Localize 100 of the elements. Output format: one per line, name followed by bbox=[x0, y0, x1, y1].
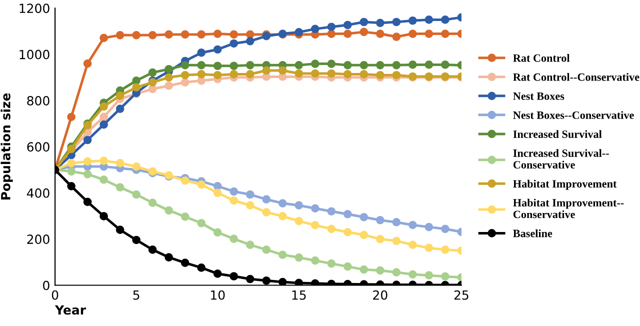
point bbox=[278, 199, 287, 208]
point bbox=[100, 212, 108, 220]
point bbox=[327, 22, 336, 32]
legend-label: Nest Boxes bbox=[513, 92, 564, 100]
point bbox=[424, 222, 434, 232]
point bbox=[148, 198, 157, 207]
x-tick-label: 10 bbox=[211, 290, 225, 300]
point bbox=[230, 234, 238, 244]
point bbox=[327, 224, 336, 234]
point bbox=[360, 61, 368, 70]
point bbox=[360, 18, 368, 26]
point bbox=[392, 268, 401, 276]
point bbox=[424, 60, 434, 69]
point bbox=[441, 246, 450, 254]
point bbox=[441, 272, 450, 281]
point bbox=[343, 20, 352, 30]
point bbox=[180, 212, 190, 221]
point bbox=[392, 32, 401, 41]
point bbox=[230, 30, 238, 39]
point bbox=[230, 196, 238, 205]
point bbox=[132, 83, 140, 92]
point bbox=[392, 18, 401, 26]
point bbox=[294, 201, 304, 210]
point bbox=[116, 31, 124, 40]
point bbox=[100, 34, 108, 42]
point bbox=[408, 30, 417, 38]
point bbox=[213, 30, 222, 38]
point bbox=[424, 16, 434, 24]
point bbox=[180, 30, 190, 39]
point bbox=[230, 70, 238, 78]
point bbox=[116, 104, 124, 113]
point bbox=[392, 70, 401, 80]
point bbox=[262, 195, 271, 204]
point bbox=[164, 82, 173, 90]
point bbox=[246, 30, 254, 39]
point bbox=[116, 92, 124, 100]
point bbox=[294, 61, 304, 70]
y-tick-label: 800 bbox=[27, 96, 50, 106]
point bbox=[262, 246, 271, 254]
point bbox=[376, 216, 384, 224]
point bbox=[294, 216, 304, 226]
point bbox=[343, 210, 352, 218]
point bbox=[67, 167, 76, 176]
point bbox=[408, 240, 417, 250]
x-tick-label: 20 bbox=[373, 290, 388, 300]
point bbox=[246, 201, 254, 210]
legend-label: Increased Survival--Conservative bbox=[513, 149, 609, 169]
point bbox=[246, 61, 254, 70]
point bbox=[360, 28, 368, 36]
point bbox=[246, 190, 254, 199]
point bbox=[197, 180, 206, 189]
point bbox=[83, 59, 92, 68]
point bbox=[148, 68, 157, 77]
point bbox=[213, 188, 222, 198]
point bbox=[424, 271, 434, 280]
point bbox=[230, 272, 238, 280]
point bbox=[148, 31, 157, 40]
point bbox=[392, 218, 401, 226]
legend-label: Habitat Improvement--Conservative bbox=[513, 198, 624, 218]
point bbox=[376, 70, 384, 80]
point bbox=[262, 66, 271, 75]
point bbox=[310, 69, 320, 78]
point bbox=[83, 198, 92, 206]
point bbox=[83, 136, 92, 144]
point bbox=[164, 64, 173, 74]
point bbox=[132, 236, 140, 244]
point bbox=[100, 176, 108, 184]
legend-label: Rat Control bbox=[513, 54, 570, 62]
point bbox=[213, 182, 222, 190]
point bbox=[310, 256, 320, 265]
point bbox=[343, 262, 352, 271]
point bbox=[262, 208, 271, 216]
point bbox=[164, 30, 173, 39]
point bbox=[197, 48, 206, 57]
point bbox=[180, 258, 190, 268]
point bbox=[278, 278, 287, 286]
point bbox=[327, 207, 336, 216]
point bbox=[83, 157, 92, 166]
point bbox=[424, 30, 434, 38]
point bbox=[116, 183, 124, 192]
point bbox=[343, 30, 352, 38]
point bbox=[213, 270, 222, 278]
point bbox=[67, 182, 76, 190]
point bbox=[343, 228, 352, 236]
point bbox=[278, 250, 287, 259]
point bbox=[246, 274, 254, 284]
point bbox=[164, 206, 173, 215]
x-tick-label: 15 bbox=[292, 290, 306, 300]
point bbox=[441, 60, 450, 69]
point bbox=[327, 30, 336, 38]
point bbox=[310, 24, 320, 34]
point bbox=[408, 220, 417, 230]
point bbox=[180, 78, 190, 86]
x-tick-label: 25 bbox=[454, 290, 468, 300]
point bbox=[67, 112, 76, 122]
point bbox=[360, 230, 368, 240]
point bbox=[246, 70, 254, 78]
point bbox=[408, 60, 417, 69]
x-axis-title: Year bbox=[54, 305, 86, 315]
point bbox=[83, 170, 92, 178]
